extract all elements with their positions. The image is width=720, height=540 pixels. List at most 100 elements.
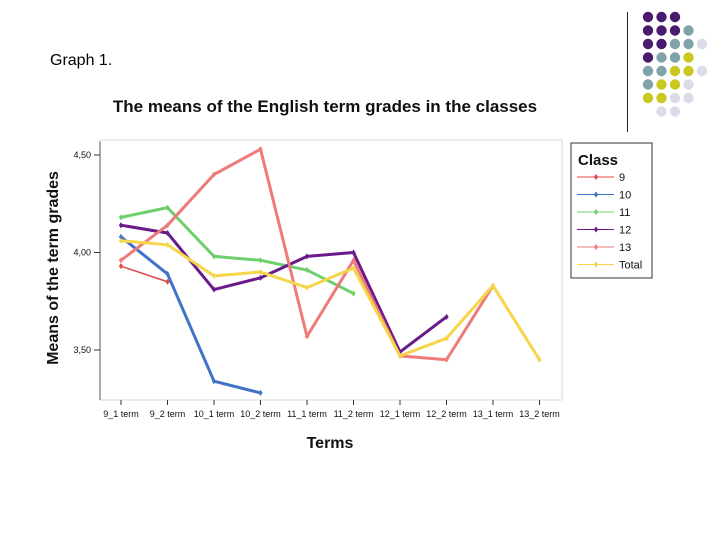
chart-title: The means of the English term grades in … <box>113 97 537 116</box>
decorative-dot <box>683 79 694 90</box>
data-point <box>165 204 170 211</box>
x-tick-label: 9_1 term <box>103 409 139 419</box>
data-point <box>211 253 217 260</box>
decorative-dot <box>642 79 654 90</box>
decorative-dot <box>669 25 681 36</box>
legend-label: 12 <box>619 225 631 237</box>
legend-swatch-marker <box>593 191 599 198</box>
series-line-total <box>120 239 541 361</box>
data-point <box>165 241 170 248</box>
decorative-dot <box>642 65 654 77</box>
decorative-dot <box>683 65 694 77</box>
legend-label: 10 <box>619 190 631 202</box>
data-point <box>444 313 449 320</box>
decorative-dot <box>696 65 708 77</box>
data-point <box>304 267 310 274</box>
data-point <box>211 378 217 385</box>
decorative-dot <box>683 52 694 63</box>
decorative-divider <box>627 12 628 132</box>
data-point <box>258 269 263 275</box>
decorative-dot <box>683 92 694 104</box>
decorative-dot <box>669 52 681 63</box>
decorative-dot <box>642 38 654 50</box>
x-tick-label: 9_2 term <box>150 409 186 419</box>
data-point <box>304 333 310 340</box>
legend-swatch-marker <box>593 209 599 215</box>
decorative-dot <box>642 52 654 63</box>
decorative-dot <box>642 92 654 104</box>
decorative-dot <box>642 25 654 36</box>
data-point <box>351 265 356 272</box>
x-tick-label: 13_1 term <box>473 409 514 419</box>
data-point <box>537 356 542 363</box>
legend-title: Class <box>578 152 618 169</box>
x-tick-label: 10_1 term <box>194 409 235 419</box>
data-point <box>258 389 263 396</box>
series-line-11 <box>120 206 355 295</box>
decorative-dot <box>683 25 694 36</box>
legend-label: Total <box>619 260 642 272</box>
data-point <box>118 222 124 229</box>
data-point <box>211 171 217 178</box>
data-point <box>304 253 310 260</box>
decorative-dot <box>656 11 667 23</box>
decorative-dot <box>683 38 694 50</box>
data-point <box>258 274 263 281</box>
decorative-dot <box>656 92 667 104</box>
y-tick-label: 3,50 <box>73 345 91 355</box>
legend-label: 11 <box>619 207 630 219</box>
slide-title: Graph 1. <box>50 52 113 69</box>
decorative-dot <box>656 52 667 63</box>
data-point <box>118 233 124 240</box>
legend-box <box>570 142 653 279</box>
data-point <box>444 335 449 342</box>
data-point <box>351 290 356 297</box>
data-point <box>118 263 124 270</box>
legend-swatch-marker <box>593 226 599 233</box>
x-tick-label: 12_2 term <box>426 409 467 419</box>
data-point <box>258 257 263 264</box>
y-tick-label: 4,00 <box>73 248 91 258</box>
legend-swatch-marker <box>593 244 599 250</box>
x-tick-label: 10_2 term <box>240 409 281 419</box>
data-point <box>118 214 124 221</box>
decorative-dot <box>696 38 708 50</box>
data-point <box>165 278 170 285</box>
decorative-dot <box>669 11 681 23</box>
decorative-dot <box>656 65 667 77</box>
decorative-dot <box>669 92 681 104</box>
data-point <box>444 356 449 363</box>
data-point <box>490 282 496 289</box>
decorative-dot <box>669 79 681 90</box>
x-axis-title: Terms <box>307 435 354 452</box>
data-point <box>258 146 263 153</box>
data-point <box>397 352 403 359</box>
decorative-dot <box>656 38 667 50</box>
decorative-dot <box>656 79 667 90</box>
data-point <box>351 257 356 264</box>
x-tick-label: 12_1 term <box>380 409 421 419</box>
y-tick-label: 4,50 <box>73 150 91 160</box>
x-tick-label: 13_2 term <box>519 409 560 419</box>
x-tick-label: 11_1 term <box>287 409 327 419</box>
data-point <box>118 257 124 264</box>
data-point <box>351 249 356 256</box>
data-point <box>211 286 217 293</box>
x-tick-label: 11_2 term <box>334 409 374 419</box>
data-point <box>304 284 310 291</box>
data-point <box>118 237 124 244</box>
series-line-12 <box>120 223 448 354</box>
y-axis-title: Means of the term grades <box>45 171 62 365</box>
data-point <box>165 230 170 236</box>
decorative-dot <box>669 65 681 77</box>
legend-label: 13 <box>619 242 631 254</box>
series-line-10 <box>120 235 261 395</box>
decorative-dot <box>669 38 681 50</box>
legend-swatch-marker <box>593 174 599 180</box>
decorative-dot <box>656 106 667 117</box>
chart-outer-frame <box>99 139 563 401</box>
legend-label: 9 <box>619 172 625 184</box>
series-line-9 <box>120 265 168 283</box>
